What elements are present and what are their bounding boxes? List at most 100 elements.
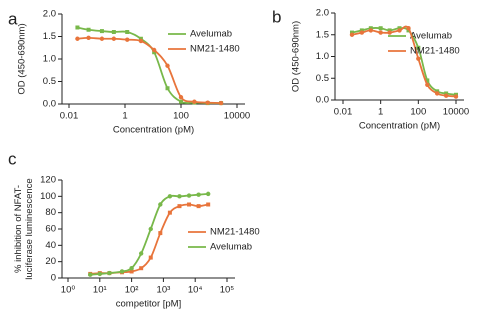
- y-tick-label: 60: [45, 224, 56, 235]
- point: [138, 251, 144, 256]
- point: [187, 202, 192, 207]
- x-axis-label: Concentration (pM): [113, 125, 194, 136]
- point: [179, 99, 183, 104]
- point: [111, 36, 117, 41]
- point: [178, 95, 184, 100]
- point: [434, 91, 440, 96]
- x-tick-label: 10³: [157, 285, 171, 296]
- point: [425, 78, 430, 83]
- point: [97, 271, 103, 277]
- legend-label: NM21-1480: [210, 227, 260, 238]
- x-tick-label: 10⁵: [220, 285, 235, 296]
- x-tick-label: 100: [410, 107, 426, 118]
- y-axis-label: OD (450-690nm): [291, 21, 302, 92]
- point: [138, 38, 144, 44]
- point: [125, 30, 130, 34]
- point: [152, 50, 157, 55]
- x-tick-label: 1: [122, 111, 127, 122]
- y-axis-label: luciferase luminescence: [24, 178, 35, 279]
- point: [165, 86, 170, 91]
- point: [378, 30, 383, 35]
- x-tick-label: 10⁰: [61, 285, 76, 296]
- x-axis-label: competitor [pM]: [116, 299, 181, 310]
- y-axis-label: OD (450-690nm): [17, 23, 28, 94]
- point: [349, 32, 355, 37]
- y-tick-label: 80: [45, 207, 56, 218]
- point: [139, 266, 144, 271]
- y-tick-label: 1.0: [316, 51, 329, 62]
- legend-label: Avelumab: [410, 31, 452, 42]
- point: [167, 210, 172, 215]
- point: [111, 30, 116, 34]
- point: [443, 93, 449, 98]
- x-tick-label: 10⁴: [188, 285, 203, 296]
- panel-label: b: [272, 7, 281, 26]
- point: [416, 45, 421, 50]
- point: [107, 270, 112, 276]
- x-tick-label: 0.01: [334, 107, 353, 118]
- y-tick-label: 40: [45, 240, 56, 251]
- y-tick-label: 1.5: [43, 31, 56, 42]
- point: [218, 100, 224, 106]
- x-axis-label: Concentration (pM): [359, 121, 440, 132]
- y-tick-label: 1.5: [316, 29, 329, 40]
- x-tick-label: 10000: [224, 111, 250, 122]
- point: [75, 36, 80, 41]
- point: [129, 269, 134, 274]
- y-tick-label: 20: [45, 256, 56, 267]
- y-tick-label: 1.0: [43, 54, 56, 65]
- fit-line: [90, 203, 209, 275]
- point: [205, 191, 211, 197]
- point: [192, 99, 197, 104]
- point: [406, 26, 411, 31]
- legend-label: Avelumab: [210, 242, 252, 253]
- point: [453, 94, 459, 99]
- y-tick-label: 120: [40, 175, 56, 186]
- point: [416, 56, 421, 61]
- point: [158, 202, 163, 207]
- y-tick-label: 0: [51, 273, 56, 284]
- legend-label: Avelumab: [190, 29, 232, 40]
- x-tick-label: 10¹: [93, 285, 107, 296]
- x-tick-label: 10000: [443, 107, 469, 118]
- y-tick-label: 100: [40, 191, 56, 202]
- x-tick-label: 10²: [125, 285, 139, 296]
- point: [129, 266, 134, 271]
- point: [196, 204, 201, 209]
- point: [86, 35, 91, 41]
- panel-label: a: [8, 9, 18, 28]
- point: [148, 226, 153, 232]
- y-tick-label: 0.0: [43, 99, 56, 110]
- point: [359, 30, 365, 35]
- point: [99, 29, 104, 34]
- point: [387, 30, 392, 35]
- point: [397, 28, 402, 33]
- point: [158, 231, 163, 236]
- point: [206, 202, 211, 207]
- point: [378, 26, 383, 31]
- y-tick-label: 0.5: [43, 76, 56, 87]
- point: [138, 36, 143, 41]
- point: [75, 25, 80, 30]
- point: [165, 63, 170, 68]
- point: [167, 194, 173, 199]
- point: [196, 192, 201, 197]
- point: [205, 100, 210, 105]
- point: [177, 204, 182, 209]
- y-tick-label: 0.5: [316, 73, 329, 84]
- y-tick-label: 0.0: [316, 95, 329, 106]
- point: [119, 269, 125, 274]
- x-tick-label: 100: [173, 111, 189, 122]
- point: [186, 193, 192, 198]
- point: [151, 47, 157, 53]
- point: [177, 194, 182, 199]
- x-tick-label: 0.01: [60, 111, 79, 122]
- point: [99, 36, 105, 41]
- point: [368, 28, 374, 33]
- y-tick-label: 2.0: [316, 8, 329, 19]
- panel-label: c: [8, 149, 17, 168]
- point: [148, 255, 153, 260]
- point: [86, 27, 91, 32]
- point: [88, 272, 93, 277]
